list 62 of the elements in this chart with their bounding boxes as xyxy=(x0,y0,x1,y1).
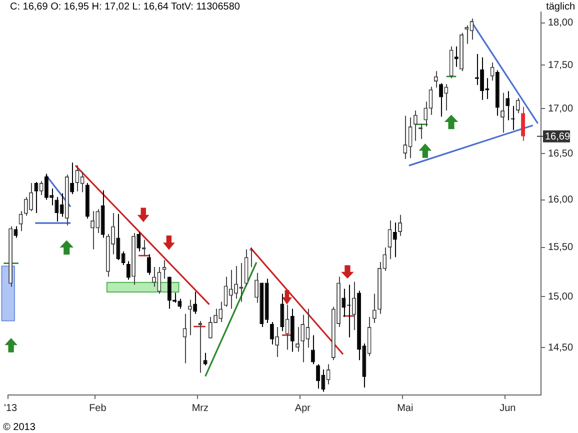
candlestick xyxy=(162,260,166,280)
candlestick xyxy=(372,293,376,324)
candlestick xyxy=(516,98,520,114)
candlestick xyxy=(296,326,300,352)
chart-title: C: 16,69 O: 16,95 H: 17,02 L: 16,64 TotV: 11306580 xyxy=(10,1,240,12)
candlestick xyxy=(29,182,34,212)
x-tick-label: Jun xyxy=(500,402,516,414)
candlestick xyxy=(290,308,294,352)
candlestick xyxy=(506,90,510,121)
candlestick xyxy=(388,220,392,260)
candlestick xyxy=(39,180,44,196)
y-tick-label: 14,50 xyxy=(548,342,574,354)
candlestick xyxy=(310,334,315,365)
candlestick xyxy=(326,364,330,385)
candlestick xyxy=(44,173,48,200)
candlestick xyxy=(490,62,494,82)
y-tick-label: 15,50 xyxy=(548,242,574,254)
candlestick xyxy=(167,276,172,310)
y-tick-label: 15,00 xyxy=(548,291,574,302)
candlestick xyxy=(439,82,444,118)
candlestick xyxy=(398,214,402,236)
x-tick-label: Apr xyxy=(294,402,312,414)
candlestick xyxy=(285,304,290,350)
candlestick xyxy=(434,70,438,88)
x-tick-label: Feb xyxy=(89,402,107,414)
y-tick-label: 17,50 xyxy=(548,60,574,71)
candlestick xyxy=(182,313,187,364)
candlestick xyxy=(193,291,198,314)
candlestick xyxy=(50,188,54,206)
candlestick xyxy=(111,212,116,255)
candlestick xyxy=(444,84,448,111)
candlestick xyxy=(280,293,284,332)
candlestick xyxy=(188,299,192,336)
candlestick xyxy=(254,272,259,304)
candlestick xyxy=(352,281,356,331)
x-tick-label: Mai xyxy=(397,402,414,414)
candlestick xyxy=(392,222,397,258)
candlestick xyxy=(203,352,208,366)
candlestick xyxy=(454,46,458,68)
candlestick xyxy=(24,196,28,216)
y-tick-label: 17,00 xyxy=(548,103,574,114)
candlestick xyxy=(208,316,212,339)
x-tick-label: Mrz xyxy=(192,402,209,414)
candlestick xyxy=(413,110,418,142)
y-tick-label: 16,00 xyxy=(548,194,574,206)
text: © 2013 xyxy=(3,422,36,433)
chart-subtitle: täglich xyxy=(546,1,575,12)
candlestick xyxy=(126,260,130,280)
candlestick xyxy=(270,321,274,346)
candlestick xyxy=(500,92,505,134)
candlestick xyxy=(70,162,74,195)
candlestick xyxy=(521,106,526,142)
annotation: 16,69 xyxy=(544,132,570,143)
candlestick xyxy=(275,326,280,358)
y-tick-label: 18,00 xyxy=(548,18,574,29)
candlestick xyxy=(18,210,23,232)
candlestick xyxy=(146,254,151,276)
candlestick xyxy=(136,232,141,252)
x-tick-label: '13 xyxy=(4,402,18,414)
candlestick xyxy=(34,182,38,214)
y-tick-label: 16,50 xyxy=(548,148,574,160)
candlestick xyxy=(14,226,18,238)
